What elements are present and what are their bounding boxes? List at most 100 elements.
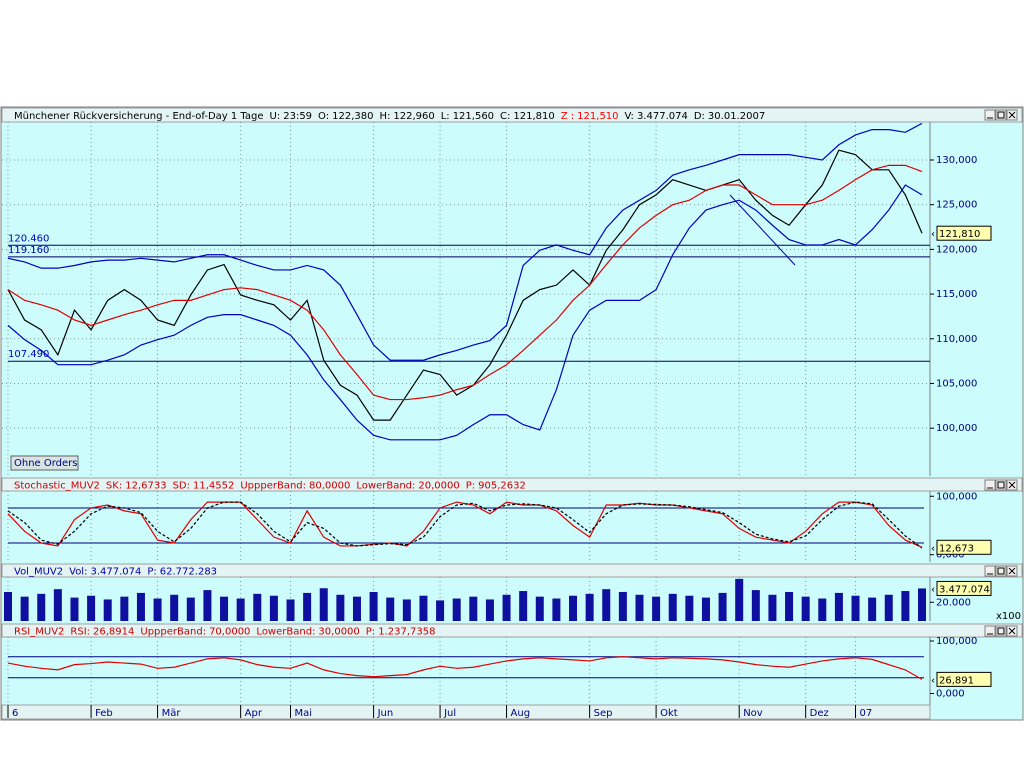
volume-bar [153, 598, 162, 621]
panel-header-text: Stochastic_MUV2 SK: 12,6733 SD: 11,4552 Upppe… [14, 481, 526, 492]
panel-title: RSI_MUV2 [14, 627, 64, 638]
volume-bar [868, 597, 877, 621]
volume-bar [236, 598, 245, 621]
volume-bar [535, 596, 544, 621]
info-value: 30.01.2007 [708, 111, 765, 122]
y-tick-label: 120,000 [936, 244, 977, 255]
info-value: 80,0000 [309, 481, 350, 492]
info-value: 70,0000 [209, 627, 250, 638]
x-tick-label: Okt [660, 708, 678, 719]
last-value-marker: ‹ [931, 584, 935, 595]
info-label: L: [441, 111, 450, 122]
last-value-marker: ‹ [931, 229, 935, 240]
volume-bar [352, 596, 361, 621]
x-tick-label: Sep [594, 708, 613, 719]
y-tick-label: 100,000 [936, 636, 977, 647]
info-label: UppperBand: [240, 481, 306, 492]
info-label: P: [466, 481, 475, 492]
volume-bar [918, 588, 926, 621]
minimize-button[interactable] [984, 625, 996, 637]
volume-bar [452, 598, 461, 621]
info-label: LowerBand: [256, 627, 315, 638]
info-label: D: [694, 111, 705, 122]
x-axis-strip [1, 704, 931, 720]
volume-bar [718, 592, 727, 621]
trend-line [729, 194, 796, 266]
volume-bar [120, 596, 129, 621]
volume-bar [419, 595, 428, 621]
last-value-box [936, 539, 992, 555]
last-value-box [936, 671, 992, 687]
last-value-box [936, 225, 992, 241]
info-value: 121,510 [577, 111, 618, 122]
info-label: H: [379, 111, 390, 122]
series-line [7, 184, 923, 441]
button-glyph [1008, 567, 1016, 575]
info-label: UppperBand: [140, 627, 206, 638]
volume-bar [4, 591, 12, 621]
maximize-button[interactable] [995, 625, 1007, 637]
info-value: 23:59 [283, 111, 312, 122]
info-label: C: [500, 111, 510, 122]
x-tick-label: Jul [443, 708, 456, 719]
x-tick-label: Dez [810, 708, 829, 719]
volume-bar [884, 594, 893, 621]
level-label: 119.160 [8, 245, 49, 256]
x-tick-label: 6 [12, 708, 18, 719]
panel-title: Stochastic_MUV2 [14, 481, 100, 492]
info-label: Vol: [69, 567, 87, 578]
series-line [7, 149, 923, 421]
volume-bar [519, 591, 528, 621]
maximize-button[interactable] [995, 479, 1007, 491]
panel-header [1, 107, 1023, 123]
info-label: P: [147, 567, 156, 578]
button-glyph [997, 111, 1005, 119]
panel-title: Münchener Rückversicherung - End-of-Day … [14, 111, 264, 122]
button-glyph [997, 481, 1005, 489]
info-label: SK: [106, 481, 122, 492]
volume-bar [834, 592, 843, 621]
minimize-button[interactable] [984, 479, 996, 491]
info-value: 1.237,7358 [378, 627, 435, 638]
info-value: 121,810 [513, 111, 554, 122]
x-tick-label: Nov [743, 708, 763, 719]
last-value-marker: ‹ [931, 675, 935, 686]
orders-button[interactable] [10, 455, 79, 471]
volume-bar [602, 589, 611, 621]
button-glyph [997, 567, 1005, 575]
last-value-label: 12,673 [939, 543, 974, 554]
volume-bar [402, 599, 411, 621]
info-value: 12,6733 [125, 481, 166, 492]
level-label: 120.460 [8, 233, 49, 244]
volume-bar [618, 591, 627, 621]
y-tick-label: 125,000 [936, 200, 977, 211]
volume-bar [336, 594, 345, 621]
orders-button-label[interactable]: Ohne Orders [14, 458, 78, 469]
volume-bar [369, 591, 378, 621]
panel-title: Vol_MUV2 [14, 567, 63, 578]
y-tick-label: 110,000 [936, 334, 977, 345]
volume-bar [652, 596, 661, 621]
scale-note: x100 [996, 611, 1021, 622]
minimize-button[interactable] [984, 109, 996, 121]
volume-bar [53, 589, 62, 621]
last-value-label: 121,810 [939, 229, 980, 240]
volume-bar [668, 593, 677, 621]
volume-bar [735, 578, 744, 621]
info-label: SD: [173, 481, 190, 492]
volume-bar [485, 599, 494, 621]
y-tick-label: 130,000 [936, 155, 977, 166]
volume-bar [701, 597, 710, 621]
panel-header [1, 563, 1023, 578]
button-glyph [997, 627, 1005, 635]
volume-bar [901, 591, 910, 621]
x-tick-label: 07 [860, 708, 873, 719]
minimize-button[interactable] [984, 565, 996, 577]
volume-bar [170, 594, 179, 621]
maximize-button[interactable] [995, 565, 1007, 577]
button-glyph [1008, 481, 1016, 489]
maximize-button[interactable] [995, 109, 1007, 121]
y-tick-label: 0,000 [936, 550, 965, 561]
info-value: 11,4552 [193, 481, 234, 492]
